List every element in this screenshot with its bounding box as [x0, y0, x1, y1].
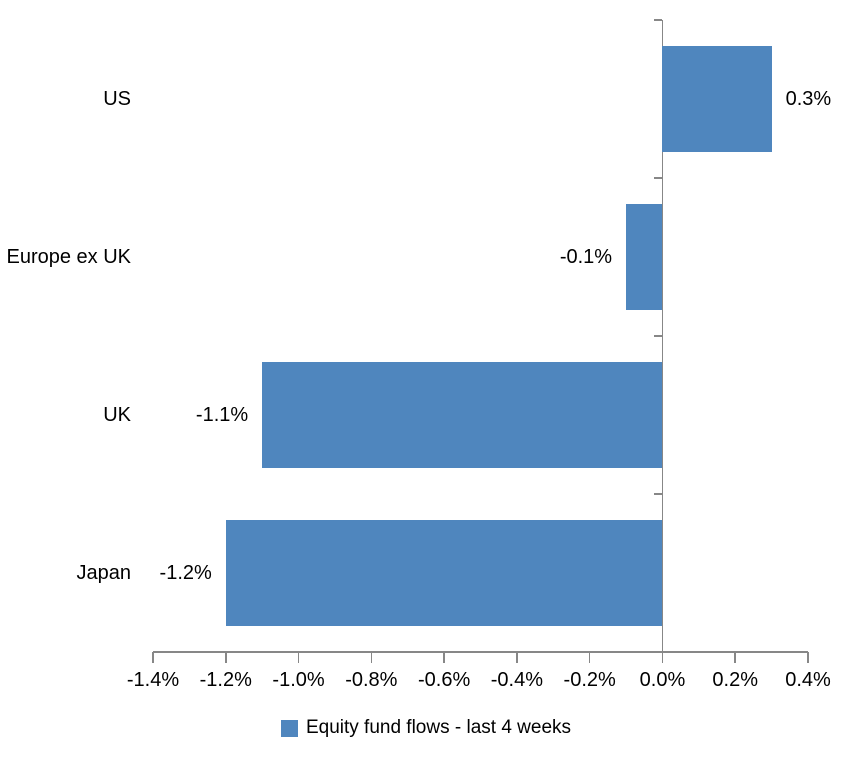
legend: Equity fund flows - last 4 weeks: [0, 717, 852, 739]
category-label: US: [103, 88, 131, 110]
y-axis-tick: [654, 19, 663, 21]
x-tick-label: -1.2%: [199, 669, 252, 691]
y-axis-tick: [654, 493, 663, 495]
y-axis-tick: [654, 177, 663, 179]
y-axis-tick: [654, 335, 663, 337]
x-axis-tick: [807, 652, 809, 663]
x-axis-tick: [734, 652, 736, 663]
x-axis-tick: [225, 652, 227, 663]
bar: [626, 204, 663, 310]
x-tick-label: -1.4%: [126, 669, 180, 691]
bar-label: -1.2%: [159, 562, 212, 584]
x-tick-label: -0.4%: [490, 669, 543, 691]
x-axis-line: [153, 651, 808, 653]
x-tick-label: -0.6%: [417, 669, 471, 691]
bar-label: -1.1%: [195, 404, 249, 426]
bar: [262, 362, 663, 468]
x-tick-label: 0.2%: [712, 669, 759, 691]
x-axis-tick: [443, 652, 445, 663]
x-axis-tick: [370, 652, 373, 663]
x-tick-label: -0.8%: [345, 669, 398, 691]
x-tick-label: -0.2%: [563, 669, 616, 691]
bar-label: -0.1%: [559, 246, 613, 268]
bar-label: 0.3%: [785, 88, 832, 110]
category-label: UK: [103, 404, 131, 426]
bar: [662, 46, 772, 152]
x-axis-tick: [297, 652, 300, 663]
x-tick-label: -1.0%: [272, 669, 325, 691]
category-label: Japan: [76, 562, 132, 584]
y-axis-line: [661, 20, 664, 652]
x-tick-label: 0.4%: [785, 669, 831, 691]
x-axis-tick: [516, 652, 518, 663]
x-tick-label: 0.0%: [639, 669, 686, 691]
x-axis-tick: [588, 652, 591, 663]
x-axis-tick: [661, 652, 664, 663]
legend-label: Equity fund flows - last 4 weeks: [305, 717, 572, 738]
legend-marker-icon: [280, 719, 298, 737]
bar: [225, 520, 663, 626]
x-axis-tick: [152, 652, 154, 663]
category-label: Europe ex UK: [6, 246, 131, 268]
